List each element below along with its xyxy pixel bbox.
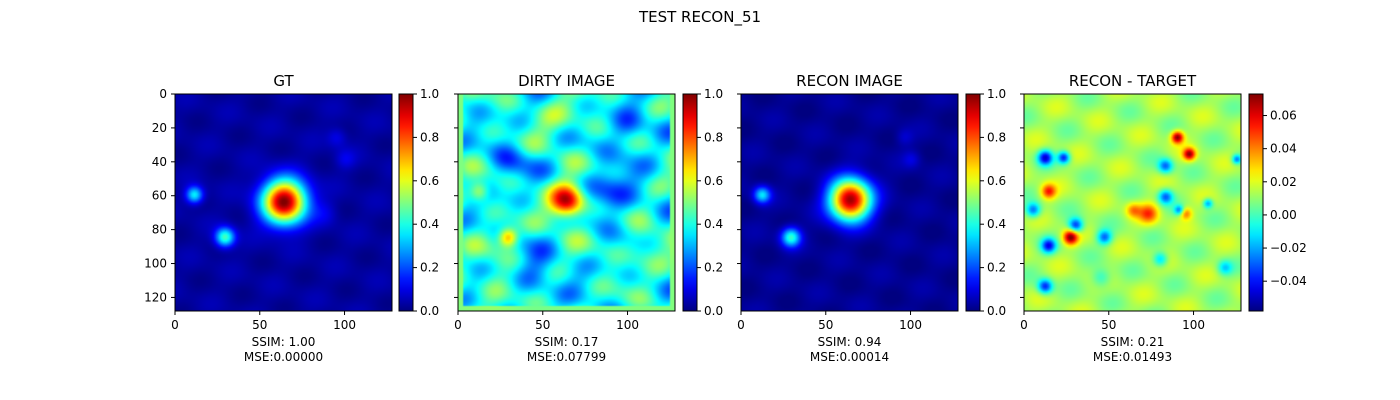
panel-1: GT 0 50 100 0 20 40 60 80 100 120 SSIM: 1.00MSE:0.0… <box>144 72 439 364</box>
colorbar-tick-label: 1.0 <box>420 87 439 101</box>
mse-label: MSE:0.00014 <box>810 350 889 364</box>
colorbar-tick-label: 0.6 <box>420 174 439 188</box>
colorbar-tick-label: 1.0 <box>987 87 1006 101</box>
colorbar-tick-label: 1.0 <box>704 87 723 101</box>
panel-title: RECON - TARGET <box>1069 72 1197 90</box>
colorbar-tick-label: 0.00 <box>1270 208 1297 222</box>
panel-title: GT <box>273 72 294 90</box>
colorbar-tick-label: 0.06 <box>1270 109 1297 123</box>
figure-title: TEST RECON_51 <box>638 8 761 27</box>
ssim-label: SSIM: 0.21 <box>1101 335 1165 349</box>
colorbar-tick-label: 0.0 <box>987 304 1006 318</box>
colorbar-tick-label: 0.8 <box>987 130 1006 144</box>
colorbar <box>398 93 414 312</box>
y-tick-label: 0 <box>159 87 167 101</box>
heatmap-image <box>741 94 958 311</box>
mse-label: MSE:0.01493 <box>1093 350 1172 364</box>
colorbar-tick-label: 0.04 <box>1270 142 1297 156</box>
colorbar-tick-label: 0.4 <box>420 217 439 231</box>
panel-title: DIRTY IMAGE <box>518 72 615 90</box>
x-tick-label: 50 <box>535 318 550 332</box>
colorbar-tick-label: 0.4 <box>704 217 723 231</box>
panel-4: RECON - TARGET 0 50 100 SSIM: 0.21MSE:0.0149… <box>1020 72 1307 364</box>
x-tick-label: 50 <box>252 318 267 332</box>
x-tick-label: 100 <box>333 318 356 332</box>
ssim-label: SSIM: 0.17 <box>535 335 599 349</box>
colorbar-tick-label: 0.02 <box>1270 175 1297 189</box>
x-tick-label: 50 <box>818 318 833 332</box>
panel-title: RECON IMAGE <box>796 72 903 90</box>
heatmap-image <box>1024 94 1241 311</box>
axes-frame <box>457 93 676 312</box>
axes-frame <box>1023 93 1242 312</box>
colorbar-tick-label: 0.2 <box>987 261 1006 275</box>
x-tick-label: 50 <box>1101 318 1116 332</box>
y-tick-label: 40 <box>152 155 167 169</box>
mse-label: MSE:0.00000 <box>244 350 323 364</box>
colorbar-tick-label: −0.04 <box>1270 274 1307 288</box>
colorbar-tick-label: 0.0 <box>704 304 723 318</box>
heatmap-image <box>175 94 392 311</box>
y-tick-label: 100 <box>144 257 167 271</box>
colorbar-tick-label: 0.4 <box>987 217 1006 231</box>
colorbar-tick-label: 0.0 <box>420 304 439 318</box>
y-tick-label: 20 <box>152 121 167 135</box>
x-tick-label: 0 <box>454 318 462 332</box>
y-tick-label: 120 <box>144 290 167 304</box>
mse-label: MSE:0.07799 <box>527 350 606 364</box>
colorbar-tick-label: 0.2 <box>420 261 439 275</box>
x-tick-label: 0 <box>171 318 179 332</box>
colorbar-tick-label: −0.02 <box>1270 241 1307 255</box>
x-tick-label: 0 <box>1020 318 1028 332</box>
colorbar <box>682 93 698 312</box>
colorbar-tick-label: 0.6 <box>704 174 723 188</box>
ssim-label: SSIM: 1.00 <box>252 335 316 349</box>
ssim-label: SSIM: 0.94 <box>818 335 882 349</box>
colorbar-tick-label: 0.8 <box>420 130 439 144</box>
x-tick-label: 100 <box>899 318 922 332</box>
colorbar-tick-label: 0.8 <box>704 130 723 144</box>
x-tick-label: 100 <box>1182 318 1205 332</box>
heatmap-image <box>458 94 675 311</box>
y-tick-label: 60 <box>152 189 167 203</box>
y-tick-label: 80 <box>152 223 167 237</box>
axes-frame <box>740 93 959 312</box>
colorbar <box>965 93 981 312</box>
x-tick-label: 0 <box>737 318 745 332</box>
colorbar <box>1248 93 1264 312</box>
colorbar-tick-label: 0.6 <box>987 174 1006 188</box>
x-tick-label: 100 <box>616 318 639 332</box>
axes-frame <box>174 93 393 312</box>
colorbar-tick-label: 0.2 <box>704 261 723 275</box>
